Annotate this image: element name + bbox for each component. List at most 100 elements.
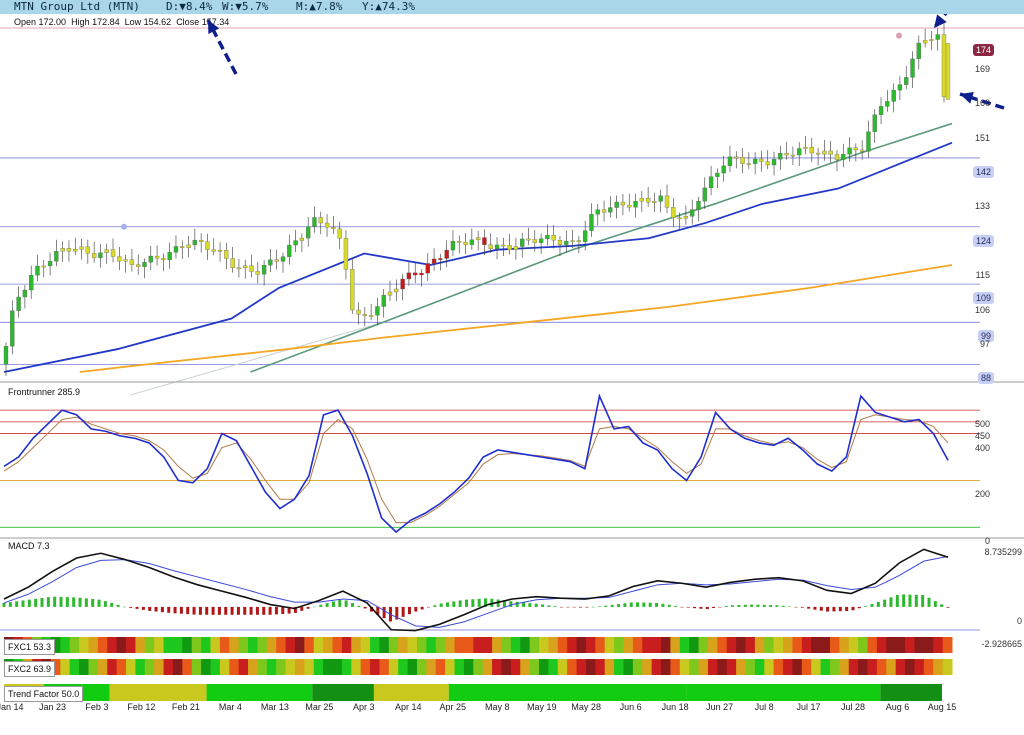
heat-cell <box>341 659 352 675</box>
candle-body <box>488 244 493 249</box>
histogram-bar <box>477 598 481 607</box>
histogram-bar <box>255 606 259 615</box>
x-tick-label: Aug 6 <box>885 702 910 712</box>
candle-body <box>557 239 563 245</box>
heat-cell <box>116 637 127 653</box>
candle-body <box>771 159 777 166</box>
histogram-bar <box>287 606 291 614</box>
heat-cell <box>388 659 399 675</box>
heat-cell <box>210 637 221 653</box>
heat-cell <box>905 659 915 675</box>
histogram-bar <box>464 599 468 607</box>
x-tick-label: Jun 27 <box>706 702 734 712</box>
annotations <box>206 14 1005 110</box>
short-moving-average <box>3 141 953 373</box>
heat-cell <box>248 637 258 653</box>
y-tick-label: 8.735299 <box>984 547 1022 557</box>
histogram-bar <box>236 606 240 615</box>
candle-body <box>608 207 613 213</box>
heat-cell <box>285 637 296 653</box>
heat-cell <box>445 659 456 675</box>
stock-chart[interactable] <box>0 14 1024 735</box>
histogram-bar <box>541 604 545 607</box>
heat-cell <box>529 637 540 653</box>
candle-body <box>538 238 544 243</box>
candle-body <box>532 239 537 243</box>
histogram-bar <box>775 605 779 607</box>
histogram-bar <box>490 598 494 607</box>
heat-cell <box>876 659 887 675</box>
heat-cell <box>604 659 615 675</box>
histogram-bar <box>319 604 323 607</box>
candle-body <box>627 204 632 208</box>
fxc2-title: FXC2 63.9 <box>4 661 56 677</box>
heat-cell <box>266 659 277 675</box>
candle-body <box>110 249 116 257</box>
candle-body <box>117 256 122 262</box>
candle-body <box>368 315 374 317</box>
histogram-bar <box>724 605 728 607</box>
histogram-bar <box>186 606 190 615</box>
heat-cell <box>876 637 887 653</box>
candle-body <box>658 195 663 202</box>
candle-body <box>809 147 814 154</box>
heat-cell <box>107 659 118 675</box>
histogram-bar <box>845 606 849 611</box>
heat-cell <box>698 637 709 653</box>
candle-body <box>759 158 764 162</box>
histogram-bar <box>205 606 209 615</box>
heat-cell <box>398 637 409 653</box>
candle-body <box>941 34 947 98</box>
histogram-bar <box>46 597 50 607</box>
candle-body <box>727 156 733 167</box>
candle-body <box>740 156 745 164</box>
histogram-bar <box>122 606 126 608</box>
level-badge: 124 <box>972 234 994 247</box>
histogram-bar <box>53 596 57 607</box>
candle-body <box>79 246 84 250</box>
heat-cell <box>341 637 352 653</box>
histogram-bar <box>135 606 139 609</box>
heat-cell <box>942 637 953 653</box>
histogram-bar <box>712 606 716 609</box>
heat-cell <box>933 659 944 675</box>
candle-body <box>249 265 254 272</box>
heat-cell <box>473 659 484 675</box>
histogram-bar <box>566 606 570 608</box>
close-value: Close 157.34 <box>176 17 230 27</box>
daily-change: D:▼8.4% <box>166 0 213 13</box>
candle-body <box>318 217 323 224</box>
histogram-bar <box>97 599 101 607</box>
candle-body <box>444 249 449 259</box>
candle-body <box>148 255 153 263</box>
heat-cell <box>726 637 737 653</box>
heat-cell <box>801 659 812 675</box>
histogram-bar <box>141 606 145 610</box>
histogram-bar <box>59 596 63 607</box>
high-value: High 172.84 <box>71 17 120 27</box>
candle-body <box>897 84 903 91</box>
y-tick-label: 106 <box>974 304 990 315</box>
candle-body <box>570 240 575 242</box>
heat-cell <box>285 659 296 675</box>
histogram-bar <box>908 594 912 607</box>
fxc1-title: FXC1 53.3 <box>4 639 56 655</box>
heat-cell <box>576 637 587 653</box>
candle-body <box>891 89 896 102</box>
x-tick-label: Apr 25 <box>439 702 467 712</box>
heat-cell <box>642 637 653 653</box>
candle-body <box>702 187 707 202</box>
candle-body <box>860 149 865 152</box>
candle-body <box>683 216 689 219</box>
heat-cell <box>642 659 653 675</box>
candle-body <box>136 264 141 267</box>
histogram-bar <box>642 602 646 607</box>
histogram-bar <box>331 601 335 607</box>
candle-body <box>129 259 135 265</box>
heat-cell <box>783 637 793 653</box>
histogram-bar <box>414 606 418 612</box>
candle-body <box>469 239 475 245</box>
heat-cell <box>294 637 305 653</box>
histogram-bar <box>230 606 234 615</box>
heat-cell <box>736 659 747 675</box>
